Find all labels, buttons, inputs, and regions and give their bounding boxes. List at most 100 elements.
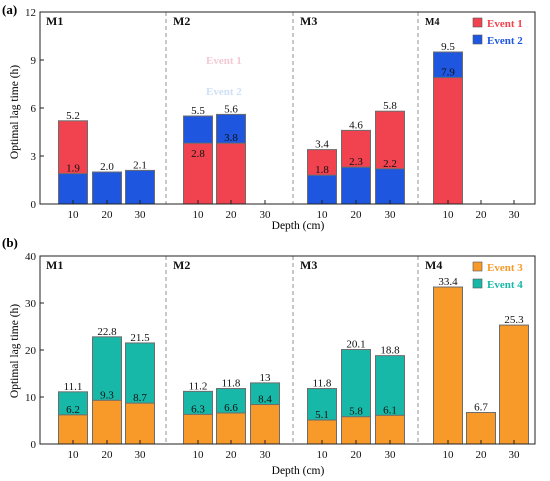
panel-a-data-label-m1-20-event-2: 2.0: [100, 161, 114, 173]
panel-a-label: (a): [2, 2, 17, 17]
panel-b-data-label-m1-20-event-3: 9.3: [100, 389, 114, 401]
panel-a-data-label-m3-10-event-2: 1.8: [315, 164, 329, 176]
panel-a-y-tick-label-0: 0: [31, 199, 37, 211]
panel-a-data-label-m4-10-event-1: 7.9: [441, 67, 455, 79]
panel-b-x-tick-label-m1-30: 30: [135, 449, 147, 461]
panel-a-y-tick-label-9: 9: [31, 55, 37, 67]
panel-a-x-tick-label-m4-10: 10: [443, 209, 455, 221]
panel-a-bar-m3-20-event-2: [341, 166, 371, 205]
panel-a-data-label-m3-20-event-1: 4.6: [349, 119, 363, 131]
panel-a-x-axis-title: Depth (cm): [272, 220, 325, 232]
panel-b-bar-m1-10-event-3: [58, 414, 88, 445]
panel-a-bar-m1-30-event-2: [125, 169, 155, 205]
panel-a-plot: Event 1 Event 2 5.2 1.9 2.0 2.1 M1 5.5 2.8 5.6 3.8…: [25, 7, 536, 221]
panel-b-data-label-m4-10-event-3: 33.4: [438, 276, 458, 288]
panel-b-data-label-m2-10-event-4: 11.2: [189, 380, 208, 392]
panel-b-bar-m4-20-event-3: [466, 412, 496, 445]
panel-a-bar-m1-20-event-2: [92, 171, 122, 205]
panel-a-faded-legend-text-2: Event 2: [206, 86, 242, 98]
panel-a-x-tick-label-m2-30: 30: [260, 209, 272, 221]
panel-b-group-label-m3: M3: [300, 258, 317, 272]
panel-b-bar-m2-20-event-3: [216, 412, 246, 445]
panel-b-data-label-m1-30-event-3: 8.7: [133, 392, 147, 404]
panel-a-data-label-m4-10-event-2: 9.5: [441, 41, 455, 53]
panel-a-x-tick-label-m4-30: 30: [509, 209, 521, 221]
panel-b-data-label-m3-30-event-4: 18.8: [380, 345, 400, 357]
panel-a-x-tick-label-m3-10: 10: [317, 209, 329, 221]
panel-a-data-label-m1-10-event-1: 5.2: [66, 110, 80, 122]
panel-b-data-label-m3-10-event-3: 5.1: [315, 409, 329, 421]
panel-b-group-label-m2: M2: [173, 258, 190, 272]
panel-a-data-label-m2-10-event-2: 5.5: [191, 105, 205, 117]
panel-b-x-tick-label-m4-20: 20: [476, 449, 488, 461]
panel-a-x-tick-label-m1-30: 30: [135, 209, 147, 221]
panel-a-y-tick-label-3: 3: [31, 151, 37, 163]
panel-b-data-label-m1-10-event-4: 11.1: [64, 381, 83, 393]
panel-b-x-tick-label-m2-10: 10: [193, 449, 205, 461]
panel-b-x-tick-label-m1-10: 10: [68, 449, 80, 461]
panel-a-group-label-m2: M2: [173, 14, 190, 28]
panel-a-bar-m1-10-event-2: [58, 173, 88, 205]
panel-a-data-label-m3-30-event-1: 5.8: [383, 100, 397, 112]
panel-b-legend-label-1: Event 3: [487, 262, 523, 274]
panel-b-x-tick-label-m4-30: 30: [509, 449, 521, 461]
panel-b-bar-m3-20-event-3: [341, 416, 371, 445]
panel-b-y-tick-label-30: 30: [25, 298, 37, 310]
panel-b-legend-label-2: Event 4: [487, 279, 523, 291]
panel-b-data-label-m1-20-event-4: 22.8: [97, 326, 117, 338]
panel-b-data-label-m2-30-event-3: 8.4: [258, 394, 272, 406]
panel-b-y-tick-label-20: 20: [25, 345, 37, 357]
panel-a-x-tick-label-m3-30: 30: [385, 209, 397, 221]
panel-a-y-tick-label-12: 12: [25, 7, 36, 19]
panel-a-legend-swatch-1: [472, 17, 483, 28]
panel-a-group-label-m4: M4: [425, 17, 439, 28]
panel-b-legend-swatch-1: [472, 261, 483, 272]
panel-b-x-tick-label-m2-30: 30: [260, 449, 272, 461]
panel-b-data-label-m2-10-event-3: 6.3: [191, 403, 205, 415]
panel-b-data-label-m2-20-event-3: 6.6: [224, 402, 238, 414]
panel-a: (a) Optimal lag time (h) Depth (cm) Even…: [2, 2, 536, 232]
panel-b-data-label-m2-20-event-4: 11.8: [222, 378, 241, 390]
panel-a-bar-m3-30-event-2: [375, 168, 405, 205]
panel-a-faded-legend-text-1: Event 1: [206, 55, 242, 67]
panel-b-y-tick-label-0: 0: [31, 439, 37, 451]
panel-b-x-tick-label-m1-20: 20: [102, 449, 114, 461]
panel-a-legend-label-2: Event 2: [487, 35, 523, 47]
panel-b-bar-m2-30-event-3: [250, 404, 280, 445]
panel-b-group-label-m1: M1: [46, 258, 63, 272]
panel-a-data-label-m2-20-event-1: 3.8: [224, 132, 238, 144]
panel-b-x-tick-label-m2-20: 20: [226, 449, 238, 461]
panel-b-bar-m1-30-event-3: [125, 402, 155, 445]
panel-b-x-tick-label-m4-10: 10: [443, 449, 455, 461]
panel-b-data-label-m1-10-event-3: 6.2: [66, 404, 80, 416]
panel-a-legend-swatch-2: [472, 34, 483, 45]
panel-b-bar-m4-30-event-3: [499, 324, 529, 445]
panel-a-x-tick-label-m2-10: 10: [193, 209, 205, 221]
panel-b-data-label-m3-20-event-4: 20.1: [346, 339, 365, 351]
panel-a-extra-label-m2-10: 2.8: [191, 148, 205, 160]
panel-a-legend-label-1: Event 1: [487, 18, 523, 30]
panel-b-label: (b): [2, 235, 18, 250]
panel-b-bar-m2-10-event-3: [183, 413, 213, 445]
panel-a-data-label-m2-20-event-2: 5.6: [224, 103, 238, 115]
panel-b-data-label-m1-30-event-4: 21.5: [130, 332, 150, 344]
panel-b-data-label-m4-20-event-3: 6.7: [474, 402, 488, 414]
panel-a-bar-m2-20-event-1: [216, 142, 246, 205]
panel-b-bar-m3-30-event-3: [375, 414, 405, 445]
panel-b-data-label-m3-30-event-3: 6.1: [383, 404, 397, 416]
panel-b-data-label-m3-10-event-4: 11.8: [313, 378, 332, 390]
panel-b-x-axis-title: Depth (cm): [272, 465, 325, 477]
panel-b: (b) Optimal lag time (h) Depth (cm) 11.1…: [2, 235, 536, 477]
panel-b-x-tick-label-m3-10: 10: [317, 449, 329, 461]
panel-b-bar-m4-10-event-3: [433, 286, 463, 445]
panel-b-data-label-m4-30-event-3: 25.3: [504, 314, 524, 326]
panel-b-plot: 11.1 6.2 22.8 9.3 21.5 8.7 M1 11.2 6.3 11.8 6.6 13 8…: [25, 251, 536, 461]
panel-a-bar-m4-10-event-1: [433, 77, 463, 205]
panel-a-group-label-m1: M1: [46, 14, 63, 28]
panel-b-y-tick-label-10: 10: [25, 392, 37, 404]
panel-b-data-label-m2-30-event-4: 13: [260, 372, 272, 384]
panel-a-data-label-m3-20-event-2: 2.3: [349, 156, 363, 168]
panel-b-y-axis-title: Optimal lag time (h): [9, 304, 21, 398]
panel-a-x-tick-label-m1-20: 20: [102, 209, 114, 221]
